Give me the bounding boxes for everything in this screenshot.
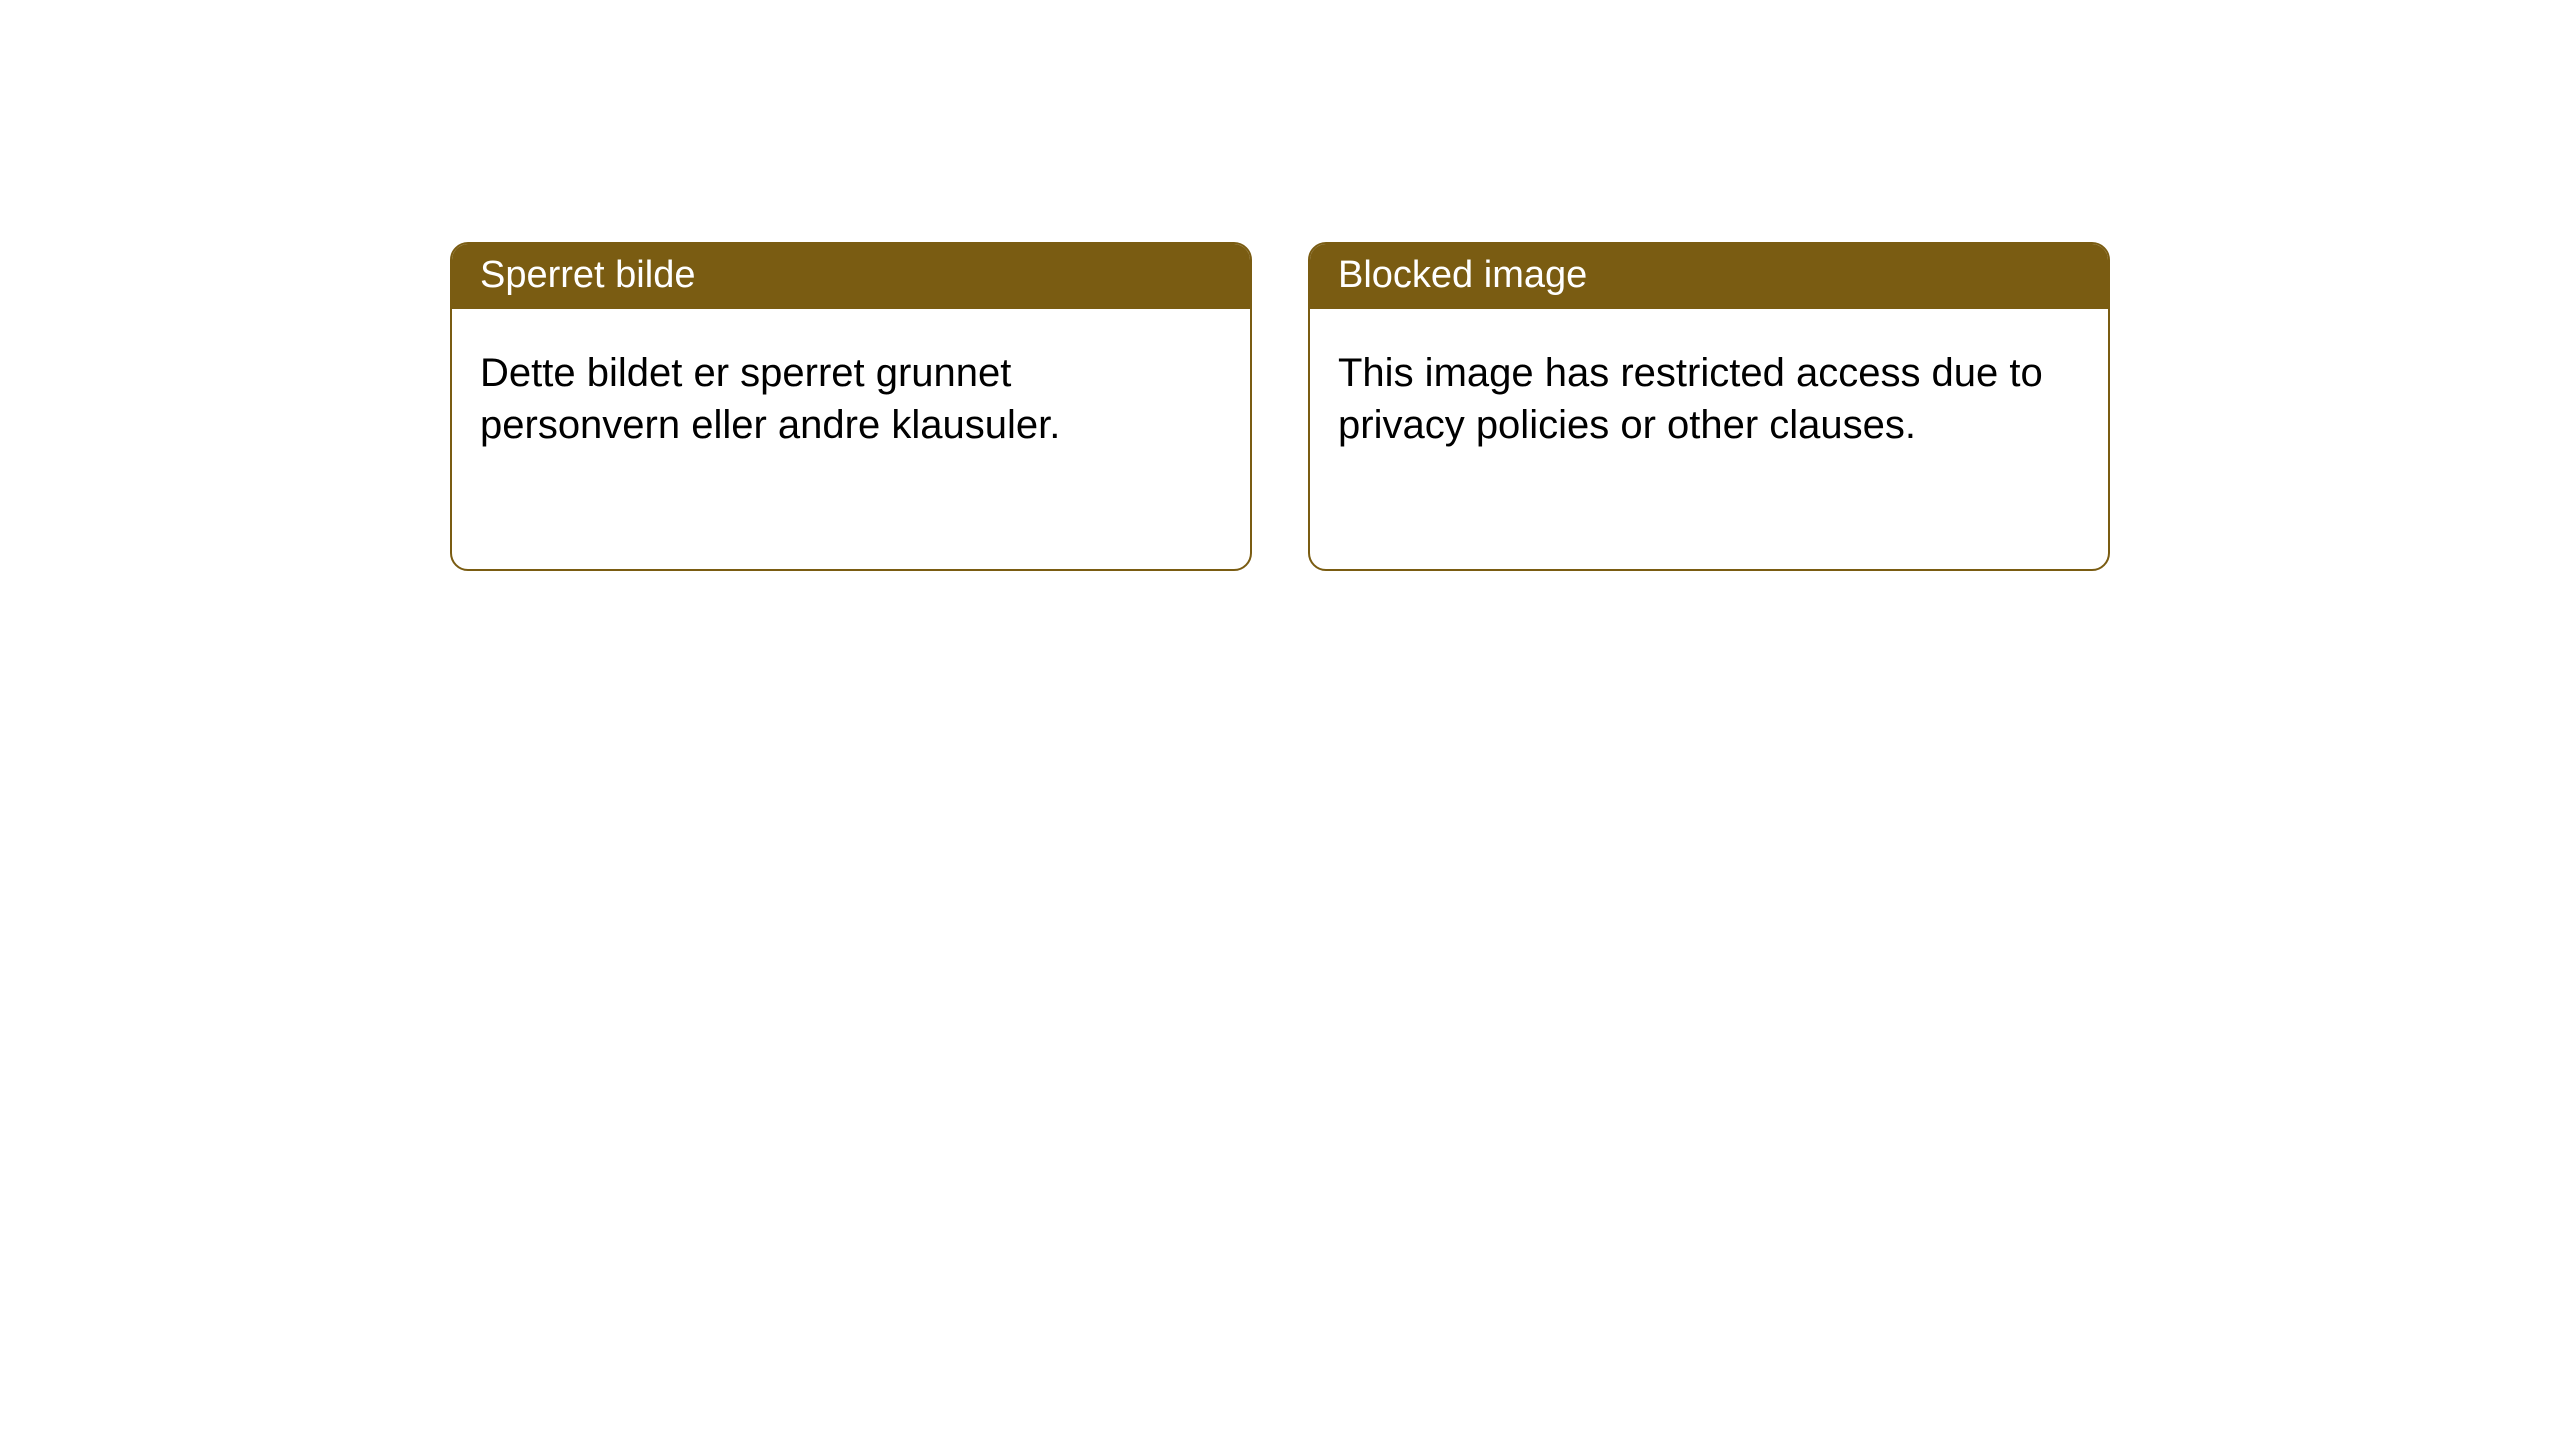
blocked-image-card-no: Sperret bilde Dette bildet er sperret gr… [450, 242, 1252, 571]
card-body: Dette bildet er sperret grunnet personve… [452, 309, 1250, 569]
notice-container: Sperret bilde Dette bildet er sperret gr… [0, 0, 2560, 571]
blocked-image-card-en: Blocked image This image has restricted … [1308, 242, 2110, 571]
card-title: Blocked image [1310, 244, 2108, 309]
card-title: Sperret bilde [452, 244, 1250, 309]
card-body: This image has restricted access due to … [1310, 309, 2108, 569]
